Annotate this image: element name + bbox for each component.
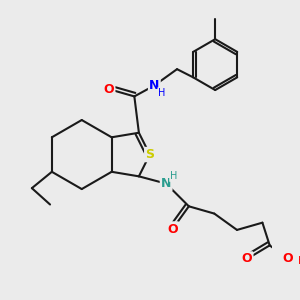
Text: H: H bbox=[298, 256, 300, 266]
Text: H: H bbox=[158, 88, 165, 98]
Text: H: H bbox=[170, 171, 177, 181]
Text: S: S bbox=[145, 148, 154, 161]
Text: N: N bbox=[161, 177, 171, 190]
Text: N: N bbox=[149, 79, 160, 92]
Text: O: O bbox=[242, 253, 252, 266]
Text: O: O bbox=[167, 223, 178, 236]
Text: O: O bbox=[283, 253, 293, 266]
Text: O: O bbox=[103, 82, 114, 96]
